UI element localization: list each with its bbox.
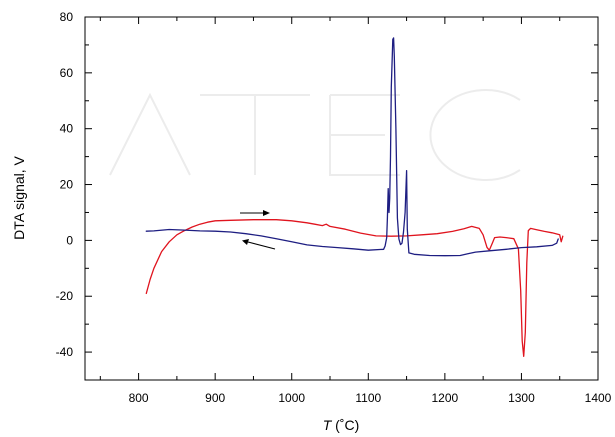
x-axis-variable: T [323,417,333,433]
x-tick-label: 800 [129,391,149,405]
x-tick-label: 1000 [278,391,305,405]
plot-frame [84,16,599,381]
series-group [145,37,564,357]
x-tick-label: 1100 [355,391,381,405]
cooling-arrow [242,239,276,250]
y-tick-label: 60 [60,66,74,80]
y-tick-label: 40 [60,122,74,136]
x-tick-label: 900 [205,391,225,405]
watermark-logo [109,89,521,181]
y-tick-label: 0 [66,233,73,247]
x-axis-unit: (˚C) [335,417,359,433]
y-tick-label: -20 [56,289,74,303]
y-axis-label: DTA signal, V [11,155,27,239]
x-tick-label: 1200 [432,391,459,405]
series-line-heating [145,219,564,357]
y-tick-label: 20 [60,178,74,192]
x-tick-label: 1400 [585,391,612,405]
series-line-cooling [145,37,559,257]
x-tick-labels: 800 900 1000 1100 1200 1300 1400 [129,391,612,405]
y-tick-label: 80 [60,10,74,24]
x-axis-label: T (˚C) [323,417,360,433]
y-tick-label: -40 [56,345,74,359]
axis-ticks [85,16,599,381]
heating-arrow [240,210,270,216]
x-tick-label: 1300 [508,391,535,405]
y-tick-labels: -40 -20 0 20 40 60 80 [56,10,74,359]
